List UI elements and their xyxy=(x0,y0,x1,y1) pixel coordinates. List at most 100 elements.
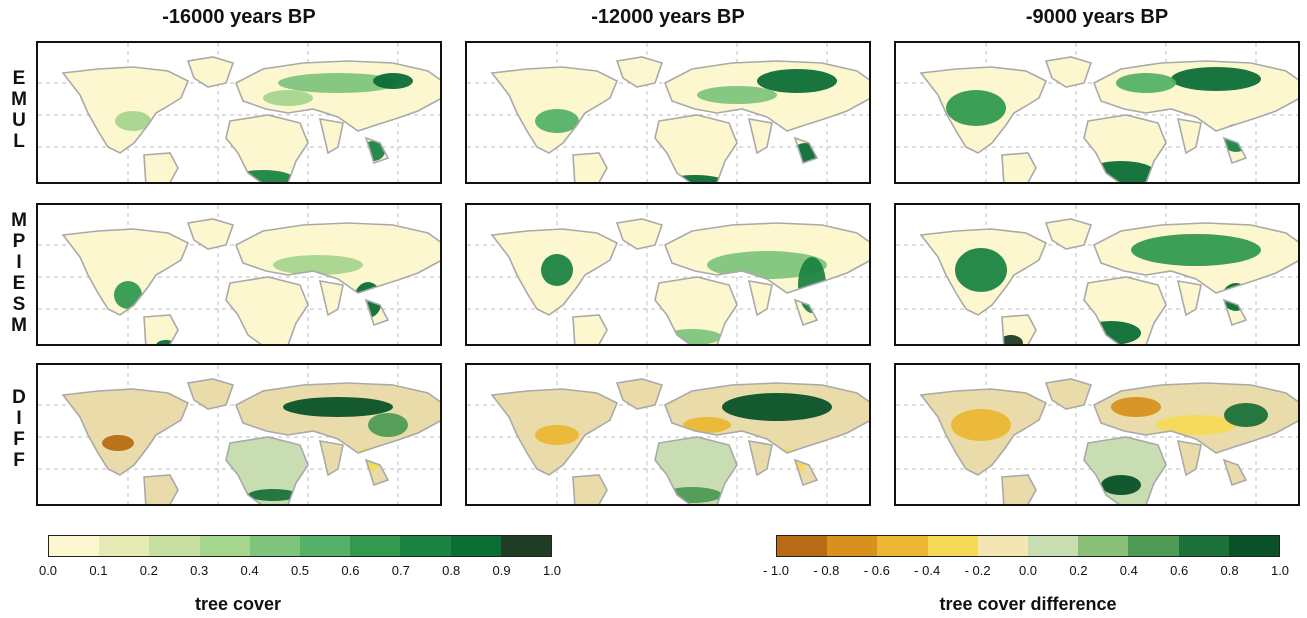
coastline xyxy=(919,66,1048,154)
tree-cover-swatch-8 xyxy=(450,536,501,556)
map-mpiesm-12000 xyxy=(465,203,871,346)
cover-patch xyxy=(368,413,408,437)
coastline xyxy=(225,436,309,504)
land-gr xyxy=(617,219,662,249)
map-emul-9000 xyxy=(894,41,1300,184)
tree-cover-swatch-6 xyxy=(350,536,401,556)
cover-patch xyxy=(373,73,413,89)
cover-patch xyxy=(683,417,731,433)
cover-patch xyxy=(951,409,1011,441)
tree-cover-difference-swatch-7 xyxy=(1128,536,1179,556)
coastline xyxy=(318,118,344,155)
coastline xyxy=(615,378,664,410)
map-graphic xyxy=(896,43,1298,182)
coastline xyxy=(186,56,235,88)
tree-cover-difference-tick-label: 0.4 xyxy=(1119,563,1138,578)
coastline xyxy=(1001,474,1037,504)
cover-patch xyxy=(541,254,573,286)
coastline xyxy=(1001,152,1037,182)
land-sea xyxy=(1224,460,1246,485)
tree-cover-difference-swatch-6 xyxy=(1078,536,1129,556)
land-ind xyxy=(749,281,772,315)
coastline xyxy=(318,280,344,317)
coastline xyxy=(793,136,819,165)
tree-cover-colorbar xyxy=(48,535,552,557)
land-ind xyxy=(1178,119,1201,153)
coastline xyxy=(490,66,619,154)
cover-patch xyxy=(757,69,837,93)
coastline xyxy=(1083,436,1167,504)
land-sam xyxy=(144,315,178,344)
coastline xyxy=(1001,314,1037,344)
land-na xyxy=(63,389,188,475)
coastline xyxy=(234,60,440,132)
land-af xyxy=(226,115,308,182)
tree-cover-difference-swatch-4 xyxy=(977,536,1029,556)
tree-cover-difference-swatch-8 xyxy=(1178,536,1229,556)
map-mpiesm-9000 xyxy=(894,203,1300,346)
coastline xyxy=(572,314,608,344)
cover-patch xyxy=(263,90,313,106)
map-graphic xyxy=(467,365,869,504)
tree-cover-difference-tick-label: 0.0 xyxy=(1018,563,1038,578)
tree-cover-swatch-1 xyxy=(99,536,150,556)
tree-cover-difference-tick-label: 0.8 xyxy=(1220,563,1239,578)
cover-patch xyxy=(535,425,579,445)
cover-patch xyxy=(102,435,134,451)
coastline xyxy=(572,474,608,504)
map-diff-16000 xyxy=(36,363,442,506)
land-gr xyxy=(188,379,233,409)
coastline xyxy=(318,440,344,477)
coastline xyxy=(1222,298,1248,327)
cover-patch xyxy=(946,90,1006,126)
tree-cover-swatch-2 xyxy=(149,536,200,556)
land-sam xyxy=(573,475,607,504)
coastline xyxy=(572,152,608,182)
map-graphic xyxy=(467,205,869,344)
coastline xyxy=(1092,222,1298,294)
coastline xyxy=(225,276,309,344)
cover-patch xyxy=(115,111,151,131)
tree-cover-swatch-5 xyxy=(300,536,351,556)
cover-patch xyxy=(999,335,1023,344)
land-sea xyxy=(795,300,817,325)
coastline xyxy=(615,56,664,88)
tree-cover-difference-tick-label: - 0.4 xyxy=(914,563,941,578)
land-af xyxy=(655,115,737,182)
tree-cover-tick-label: 0.8 xyxy=(442,563,461,578)
coastline xyxy=(364,298,390,327)
land-sam xyxy=(144,153,178,182)
tree-cover-swatch-9 xyxy=(500,536,552,556)
land-af xyxy=(226,277,308,344)
cover-patch xyxy=(955,248,1007,292)
map-graphic xyxy=(896,205,1298,344)
cover-patch xyxy=(1101,475,1141,495)
tree-cover-difference-tick-label: 1.0 xyxy=(1270,563,1290,578)
tree-cover-colorbar-ticks: 0.0 0.1 0.2 0.3 0.4 0.5 0.6 0.7 0.8 0.9 1.0 xyxy=(39,563,561,581)
coastline xyxy=(143,152,179,182)
tree-cover-difference-swatch-5 xyxy=(1028,536,1079,556)
tree-cover-difference-tick-label: - 0.6 xyxy=(863,563,890,578)
tree-cover-difference-tick-label: - 1.0 xyxy=(762,563,790,578)
tree-cover-tick-label: 0.3 xyxy=(190,563,209,578)
land-ind xyxy=(749,119,772,153)
cover-patch xyxy=(1156,415,1236,435)
coastline xyxy=(654,114,738,182)
tree-cover-difference-swatch-1 xyxy=(827,536,878,556)
coastline xyxy=(364,136,390,165)
cover-patch xyxy=(283,397,393,417)
tree-cover-swatch-0 xyxy=(49,536,100,556)
coastline xyxy=(654,436,738,504)
coastline xyxy=(234,222,440,294)
land-na xyxy=(63,229,188,315)
tree-cover-swatch-7 xyxy=(400,536,451,556)
cover-patch xyxy=(1224,403,1268,427)
tree-cover-difference-swatch-0 xyxy=(777,536,828,556)
map-emul-12000 xyxy=(465,41,871,184)
land-gr xyxy=(188,219,233,249)
cover-patch xyxy=(278,73,398,93)
land-ind xyxy=(320,119,343,153)
land-gr xyxy=(1046,379,1091,409)
